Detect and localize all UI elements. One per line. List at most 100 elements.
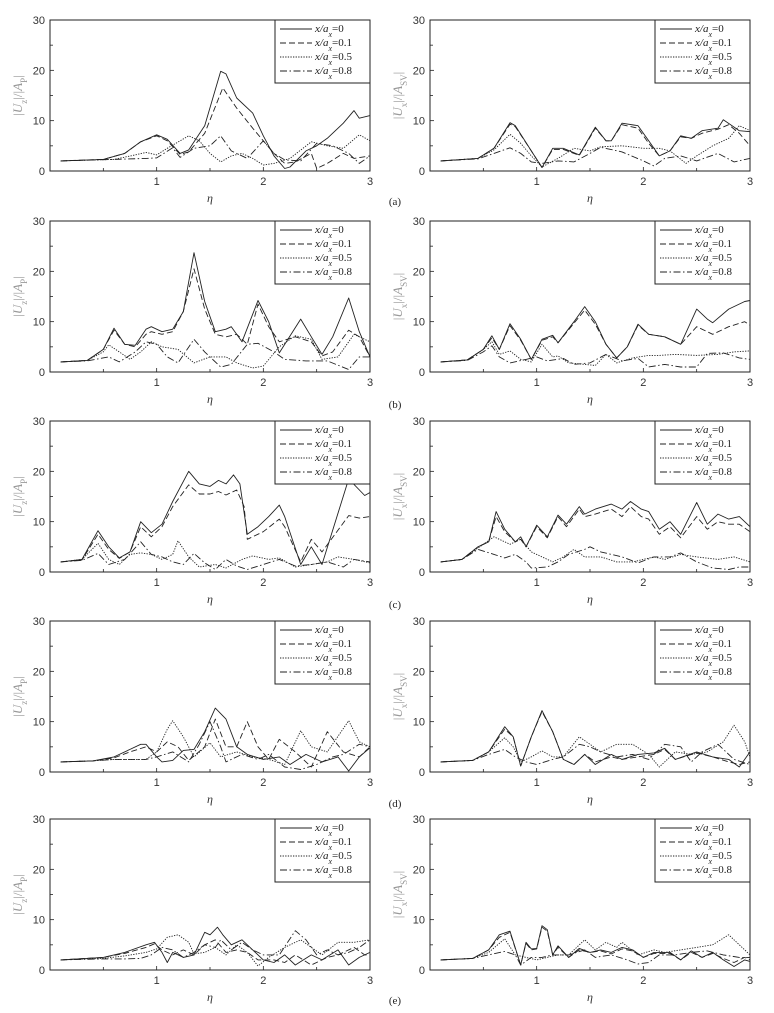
legend-label: x/ax=0.1 [314,37,352,53]
y-label-part: | [390,318,405,321]
legend-var-sub: x [327,829,332,838]
y-label-part: |/| [390,695,405,704]
legend-var: x/a [314,65,329,77]
x-tick-label: 2 [260,777,266,789]
series-line-solid [60,470,371,565]
series-line-dashdot [60,930,371,961]
series-line-dotted [60,540,371,569]
legend-value: =0.5 [332,850,352,862]
series-line-dashed [440,926,751,966]
x-tick-label: 2 [260,176,266,188]
y-tick-label: 20 [413,864,425,876]
legend-value: =0 [332,424,344,436]
legend-var: x/a [694,638,709,650]
legend-var-sub: x [327,445,332,454]
legend-label: x/ax=0.5 [694,252,732,268]
y-label-part: A [10,484,25,493]
legend-value: =0.8 [332,864,352,876]
y-label-part: x [399,102,409,107]
legend-box [274,818,371,883]
y-tick-label: 10 [413,116,425,128]
x-tick-label: 2 [640,777,646,789]
legend-value: =0.1 [712,638,732,650]
legend-var-sub: x [327,857,332,866]
y-label-part: SV [399,475,409,487]
legend-label: x/ax=0.5 [694,51,732,67]
y-label-part: | [390,871,405,874]
x-tick-label: 2 [260,377,266,389]
y-label-part: | [390,916,405,919]
legend: x/ax=0x/ax=0.1x/ax=0.5x/ax=0.8 [654,818,751,883]
series-line-dashdot [440,949,750,966]
y-tick-label: 0 [39,367,45,379]
y-label-part: | [10,276,25,279]
series-line-dotted [60,333,371,369]
legend-var-sub: x [707,673,712,682]
legend-value: =0.1 [332,438,352,450]
legend: x/ax=0x/ax=0.1x/ax=0.5x/ax=0.8 [274,19,371,84]
legend-label: x/ax=0 [314,624,344,640]
legend-var-sub: x [707,58,712,67]
series-line-solid [440,925,751,967]
series-line-solid [60,70,371,169]
legend-var-sub: x [707,843,712,852]
legend-var-sub: x [327,659,332,668]
y-label-part: A [10,882,25,891]
legend-var: x/a [694,238,709,250]
legend-var: x/a [314,252,329,264]
y-label-part: P [19,279,29,284]
y-label-part: U [10,303,25,314]
series-line-dotted [60,134,371,166]
x-tick-label: 1 [154,975,160,987]
legend-label: x/ax=0 [314,224,344,240]
y-tick-label: 0 [419,767,425,779]
panel-caption: (a) [389,196,402,208]
y-label-part: | [10,676,25,679]
y-tick-label: 30 [33,15,45,27]
legend-var-sub: x [707,871,712,880]
x-tick-label: 3 [367,777,373,789]
y-tick-label: 10 [33,317,45,329]
y-tick-label: 0 [39,965,45,977]
legend-var: x/a [314,850,329,862]
x-tick-label: 3 [747,975,753,987]
legend-var: x/a [314,37,329,49]
y-label-part: | [390,273,405,276]
legend-var: x/a [694,466,709,478]
series-line-dotted [440,536,751,563]
legend-var: x/a [314,822,329,834]
legend-var: x/a [694,266,709,278]
legend-var: x/a [314,266,329,278]
series-line-dashed [440,309,751,363]
y-label-part: | [390,473,405,476]
y-tick-label: 10 [33,517,45,529]
y-label-part: SV [399,675,409,687]
y-tick-label: 10 [413,517,425,529]
legend-var: x/a [314,438,329,450]
y-tick-label: 0 [39,567,45,579]
y-axis-label: |Ux|/|ASV| [390,273,409,320]
legend-var: x/a [694,424,709,436]
y-label-part: |/| [10,91,25,100]
y-label-part: | [10,714,25,717]
x-tick-label: 1 [534,777,540,789]
y-tick-label: 20 [33,666,45,678]
y-label-part: SV [399,873,409,885]
y-axis-label: |Ux|/|ASV| [390,72,409,119]
x-tick-label: 3 [367,377,373,389]
legend-label: x/ax=0 [694,224,724,240]
legend-label: x/ax=0 [314,822,344,838]
series-line-dashdot [440,546,750,570]
legend: x/ax=0x/ax=0.1x/ax=0.5x/ax=0.8 [274,420,371,485]
legend-var: x/a [314,452,329,464]
legend-value: =0.8 [332,266,352,278]
legend-value: =0.1 [712,37,732,49]
legend-var: x/a [694,624,709,636]
legend-var-sub: x [327,231,332,240]
y-tick-label: 10 [413,915,425,927]
y-tick-label: 30 [413,616,425,628]
legend-var-sub: x [327,631,332,640]
